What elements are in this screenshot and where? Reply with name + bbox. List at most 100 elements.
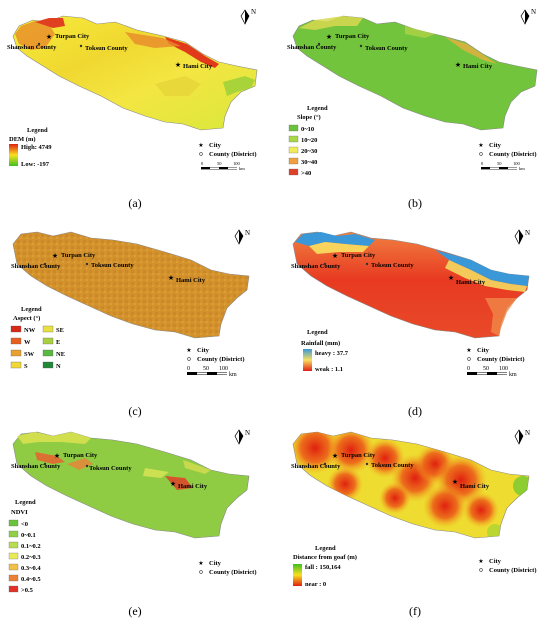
svg-text:★: ★ (198, 142, 203, 149)
map-legend-symbols: ★ City County (District) 0 50 100 km (478, 142, 536, 171)
city-marker-turpan: ★ Turpan City (54, 452, 98, 460)
caption-d: (d) (408, 404, 422, 418)
rainfall-map: ★ Turpan City Shanshan County Toksun Cou… (291, 229, 530, 378)
caption-a: (a) (128, 196, 142, 210)
svg-text:Turpan City: Turpan City (55, 33, 90, 40)
legend-ndvi: Legend NDVI <0 0~0.1 0.1~0.2 0.2~0.3 0.3… (8, 499, 41, 594)
county-marker-toksun: Toksun County (365, 262, 414, 269)
north-arrow: N (234, 429, 250, 445)
caption-f: (f) (409, 604, 421, 618)
county-marker-toksun: Toksun County (79, 44, 128, 52)
svg-text:>0.5: >0.5 (21, 587, 34, 594)
city-marker-turpan: ★ Turpan City (332, 252, 376, 260)
svg-text:★: ★ (332, 452, 338, 460)
map-panel-dem: ★ Turpan City Shanshan County Toksun Cou… (5, 4, 265, 194)
svg-text:County (District): County (District) (197, 356, 244, 363)
svg-text:0.3~0.4: 0.3~0.4 (21, 565, 41, 572)
svg-text:km: km (519, 166, 525, 171)
map-panel-rainfall: ★ Turpan City Shanshan County Toksun Cou… (285, 228, 545, 418)
svg-text:Toksun County: Toksun County (89, 465, 132, 472)
slope-map: ★ Turpan City Shanshan County Toksun Cou… (287, 8, 538, 177)
svg-text:50: 50 (203, 366, 209, 372)
svg-text:weak : 1.1: weak : 1.1 (315, 366, 343, 373)
svg-text:Legend: Legend (307, 329, 328, 336)
svg-text:Legend: Legend (15, 499, 36, 506)
svg-text:Shanshan County: Shanshan County (11, 263, 61, 270)
north-arrow: N (514, 429, 530, 445)
svg-text:heavy : 37.7: heavy : 37.7 (315, 350, 349, 357)
svg-text:County (District): County (District) (489, 567, 536, 574)
svg-text:N: N (56, 363, 61, 370)
svg-text:0.2~0.3: 0.2~0.3 (21, 554, 41, 561)
map-legend-symbols: ★ City County (District) 0 50 100 km (466, 347, 524, 378)
svg-text:County (District): County (District) (477, 356, 524, 363)
city-marker-hami: ★ Hami City (168, 274, 206, 284)
svg-text:0: 0 (201, 161, 204, 166)
legend-rainfall: Legend Rainfall (mm) heavy : 37.7 weak :… (301, 329, 349, 373)
svg-text:0.1~0.2: 0.1~0.2 (21, 543, 41, 550)
svg-text:0: 0 (467, 366, 470, 372)
legend-dem: Legend DEM (m) High: 4749 Low: -197 (9, 127, 52, 168)
map-legend-symbols: ★ City County (District) (198, 560, 256, 576)
svg-text:N: N (525, 229, 530, 237)
svg-text:★: ★ (466, 347, 471, 354)
svg-text:N: N (245, 229, 250, 237)
svg-text:★: ★ (198, 560, 203, 567)
svg-text:City: City (477, 347, 490, 354)
svg-text:SW: SW (24, 351, 35, 358)
county-marker-shanshan: Shanshan County (291, 462, 341, 470)
county-marker-shanshan: Shanshan County (7, 42, 57, 51)
svg-text:100: 100 (513, 161, 521, 166)
svg-text:★: ★ (52, 252, 58, 260)
map-panel-ndvi: ★ Turpan City Shanshan County Toksun Cou… (5, 428, 265, 618)
svg-text:★: ★ (326, 33, 332, 41)
svg-text:Hami City: Hami City (178, 483, 208, 490)
svg-text:fall : 150,164: fall : 150,164 (305, 564, 341, 571)
svg-text:Turpan City: Turpan City (341, 252, 376, 259)
svg-text:Toksun County: Toksun County (365, 45, 408, 52)
svg-text:Shanshan County: Shanshan County (291, 463, 341, 470)
svg-text:N: N (245, 429, 250, 437)
svg-text:Shanshan County: Shanshan County (11, 463, 61, 470)
map-panel-slope: ★ Turpan City Shanshan County Toksun Cou… (285, 4, 545, 194)
svg-text:S: S (24, 363, 28, 370)
svg-text:N: N (251, 8, 256, 16)
svg-text:0.4~0.5: 0.4~0.5 (21, 576, 41, 583)
city-marker-turpan: ★ Turpan City (332, 452, 376, 460)
svg-text:Rainfall (mm): Rainfall (mm) (301, 340, 340, 347)
map-panel-aspect: ★ Turpan City Shanshan County Toksun Cou… (5, 228, 265, 418)
svg-text:100: 100 (219, 366, 228, 372)
svg-text:★: ★ (332, 252, 338, 260)
svg-text:Legend: Legend (315, 545, 336, 552)
svg-text:Hami City: Hami City (460, 483, 490, 490)
svg-text:NE: NE (56, 351, 65, 358)
svg-text:50: 50 (483, 366, 489, 372)
svg-text:10~20: 10~20 (301, 137, 317, 144)
legend-aspect: Legend Aspect (°) NW SE W E SW NE S N (10, 306, 65, 370)
caption-e: (e) (128, 604, 142, 618)
svg-text:City: City (209, 560, 222, 567)
map-legend-symbols: ★ City County (District) (478, 558, 536, 574)
svg-text:County (District): County (District) (209, 569, 256, 576)
goaf-distance-map: ★ Turpan City Shanshan County Toksun Cou… (291, 429, 536, 588)
svg-text:Hami City: Hami City (463, 63, 493, 70)
svg-text:Shanshan County: Shanshan County (287, 44, 337, 51)
svg-text:★: ★ (478, 558, 483, 565)
svg-text:Toksun County: Toksun County (91, 262, 134, 269)
svg-text:★: ★ (46, 33, 52, 41)
svg-text:Aspect (°): Aspect (°) (13, 315, 40, 322)
svg-text:100: 100 (499, 366, 508, 372)
svg-text:★: ★ (168, 274, 174, 282)
svg-text:Legend: Legend (27, 127, 48, 134)
map-legend-symbols: ★ City County (District) 0 50 100 km (198, 142, 256, 171)
legend-slope: Legend Slope (°) 0~10 10~20 20~30 30~40 … (288, 105, 328, 177)
north-arrow: N (514, 229, 530, 245)
svg-text:100: 100 (233, 161, 241, 166)
svg-text:Toksun County: Toksun County (85, 45, 128, 52)
dem-map: ★ Turpan City Shanshan County Toksun Cou… (7, 8, 258, 171)
svg-text:★: ★ (478, 142, 483, 149)
svg-text:City: City (489, 558, 502, 565)
svg-text:Toksun County: Toksun County (371, 262, 414, 269)
svg-text:High: 4749: High: 4749 (21, 144, 52, 151)
svg-text:>40: >40 (301, 170, 311, 177)
